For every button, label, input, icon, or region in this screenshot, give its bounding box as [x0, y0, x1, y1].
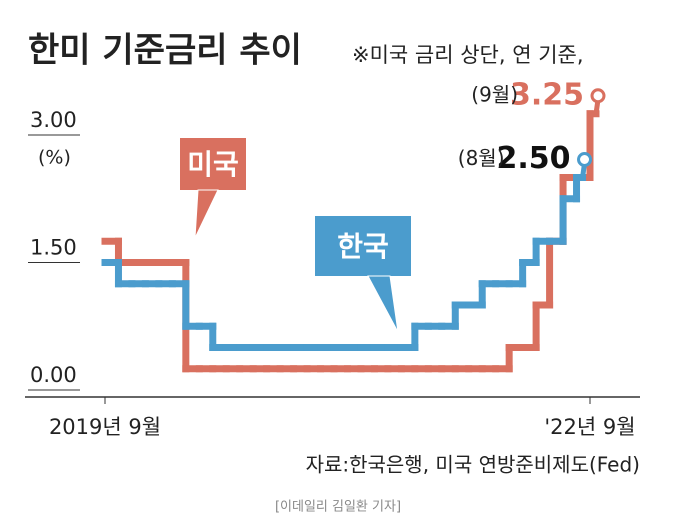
y-tick-label: 0.00 [30, 363, 77, 387]
series-label-pointer [194, 189, 219, 239]
credit: [이데일리 김일환 기자] [275, 500, 401, 515]
series-label-box [315, 216, 411, 276]
value-label: 2.50 [496, 141, 570, 176]
series-label-box [180, 138, 246, 190]
series-label-pointer [367, 275, 399, 333]
source: 자료:한국은행, 미국 연방준비제도(Fed) [306, 453, 640, 477]
legend-label: 한국 [337, 230, 389, 263]
legend-label: 미국 [187, 148, 239, 181]
y-tick-label: 3.00 [30, 108, 77, 132]
end-note: (8월) [458, 146, 505, 170]
y-tick-label: 1.50 [30, 236, 77, 260]
series: 2.50(8월) [101, 141, 593, 351]
x-tick-label: '22년 9월 [544, 415, 635, 439]
chart-subtitle: ※미국 금리 상단, 연 기준, [352, 43, 584, 67]
y-unit: (%) [38, 147, 71, 169]
value-label: 3.25 [510, 77, 584, 112]
end-note: (9월) [471, 82, 518, 106]
chart-title: 한미 기준금리 추이 [28, 31, 302, 71]
end-point [590, 88, 606, 104]
end-point [577, 152, 593, 167]
x-tick-label: 2019년 9월 [49, 415, 161, 439]
